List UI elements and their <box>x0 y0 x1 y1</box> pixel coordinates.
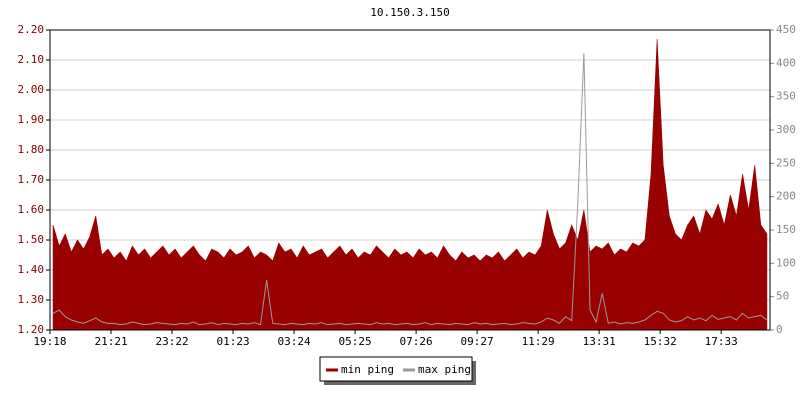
y2-tick-label: 450 <box>776 23 796 36</box>
area <box>52 38 768 331</box>
y2-tick-label: 250 <box>776 156 796 169</box>
y-tick-label: 1.20 <box>18 323 45 336</box>
chart-title: 10.150.3.150 <box>370 6 449 19</box>
y-tick-label: 2.10 <box>18 53 45 66</box>
line <box>52 53 768 326</box>
y2-tick-label: 0 <box>776 323 783 336</box>
legend: min ping max ping <box>319 356 476 385</box>
x-tick-label: 09:27 <box>461 335 494 348</box>
x-tick-label: 05:25 <box>339 335 372 348</box>
y-tick-label: 1.70 <box>18 173 45 186</box>
x-tick-label: 03:24 <box>278 335 311 348</box>
x-tick-label: 21:21 <box>94 335 127 348</box>
y2-tick-label: 350 <box>776 90 796 103</box>
x-tick-label: 01:23 <box>216 335 249 348</box>
y-tick-label: 1.60 <box>18 203 45 216</box>
x-tick-label: 13:31 <box>583 335 616 348</box>
y2-tick-label: 400 <box>776 56 796 69</box>
y2-tick-label: 200 <box>776 190 796 203</box>
x-tick-label: 11:29 <box>522 335 555 348</box>
y-tick-label: 1.50 <box>18 233 45 246</box>
y-tick-label: 1.40 <box>18 263 45 276</box>
x-tick-label: 23:22 <box>155 335 188 348</box>
x-tick-label: 19:18 <box>33 335 66 348</box>
y-tick-label: 2.00 <box>18 83 45 96</box>
y-tick-label: 1.30 <box>18 293 45 306</box>
plot-frame <box>49 29 771 331</box>
y2-tick-label: 150 <box>776 223 796 236</box>
x-tick-label: 07:26 <box>400 335 433 348</box>
y2-tick-label: 100 <box>776 256 796 269</box>
y2-tick-label: 300 <box>776 123 796 136</box>
y-tick-label: 2.20 <box>18 23 45 36</box>
x-tick-label: 15:32 <box>644 335 677 348</box>
y-tick-label: 1.80 <box>18 143 45 156</box>
legend-label: min ping <box>341 363 394 376</box>
legend-box <box>319 356 473 382</box>
y2-tick-label: 50 <box>776 290 789 303</box>
x-tick-label: 17:33 <box>705 335 738 348</box>
legend-label: max ping <box>418 363 471 376</box>
y-tick-label: 1.90 <box>18 113 45 126</box>
